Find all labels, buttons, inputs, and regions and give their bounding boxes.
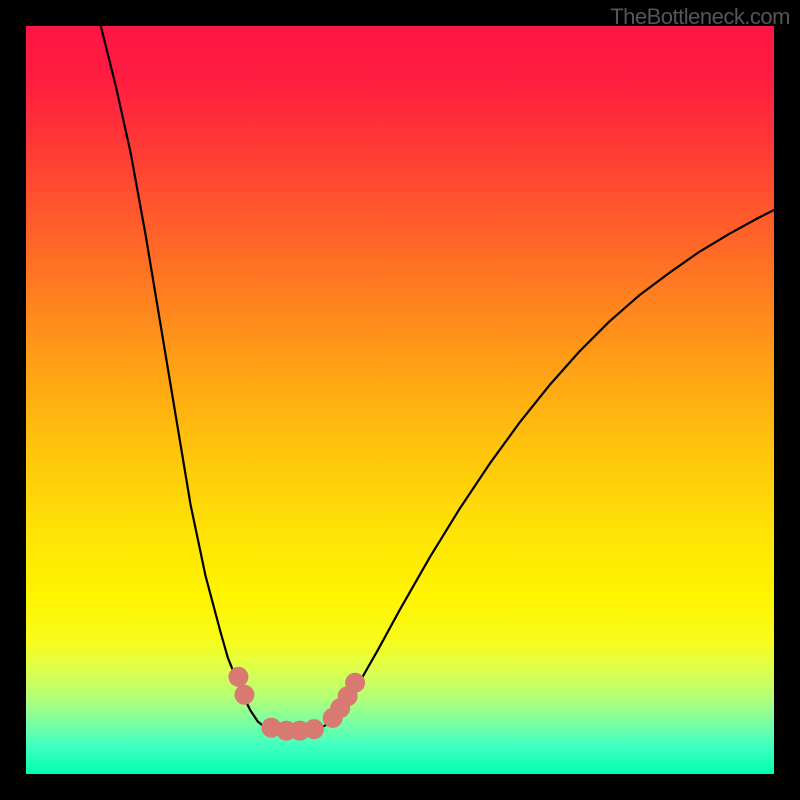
plot-area <box>26 26 774 774</box>
data-marker <box>228 667 248 687</box>
data-marker <box>234 685 254 705</box>
background-gradient <box>26 26 774 774</box>
data-marker <box>304 719 324 739</box>
chart-svg <box>26 26 774 774</box>
data-marker <box>345 673 365 693</box>
chart-frame: TheBottleneck.com <box>0 0 800 800</box>
